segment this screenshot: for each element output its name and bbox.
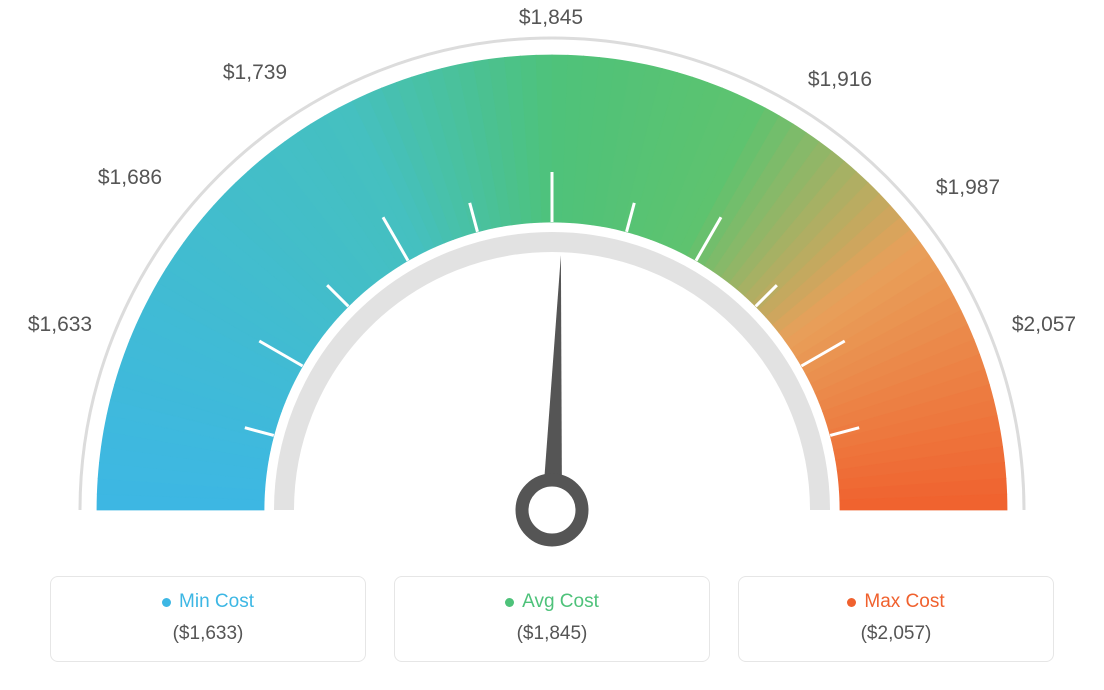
gauge-chart: $1,633 $1,686 $1,739 $1,845 $1,916 $1,987 $2,0… [0,0,1104,560]
tick-label: $2,057 [1012,313,1076,337]
cost-gauge-container: $1,633 $1,686 $1,739 $1,845 $1,916 $1,987 $2,0… [0,0,1104,690]
legend-min-label: Min Cost [179,591,254,613]
legend-avg-dot [505,598,514,607]
tick-label: $1,987 [936,176,1000,200]
legend-max-title: Max Cost [847,591,944,613]
needle-hub [522,480,582,540]
legend-avg: Avg Cost ($1,845) [394,576,710,662]
tick-label: $1,739 [223,61,287,85]
legend-avg-value: ($1,845) [405,623,699,645]
tick-label: $1,633 [28,313,92,337]
legend-min-title: Min Cost [162,591,254,613]
legend-min-dot [162,598,171,607]
legend-max-label: Max Cost [864,591,944,613]
legend-row: Min Cost ($1,633) Avg Cost ($1,845) Max Cost… [50,576,1054,662]
legend-max: Max Cost ($2,057) [738,576,1054,662]
legend-max-dot [847,598,856,607]
tick-label: $1,686 [98,166,162,190]
legend-avg-label: Avg Cost [522,591,599,613]
legend-min: Min Cost ($1,633) [50,576,366,662]
legend-avg-title: Avg Cost [505,591,599,613]
needle [542,255,562,510]
tick-label: $1,916 [808,68,872,92]
tick-label: $1,845 [519,6,583,30]
legend-max-value: ($2,057) [749,623,1043,645]
legend-min-value: ($1,633) [61,623,355,645]
